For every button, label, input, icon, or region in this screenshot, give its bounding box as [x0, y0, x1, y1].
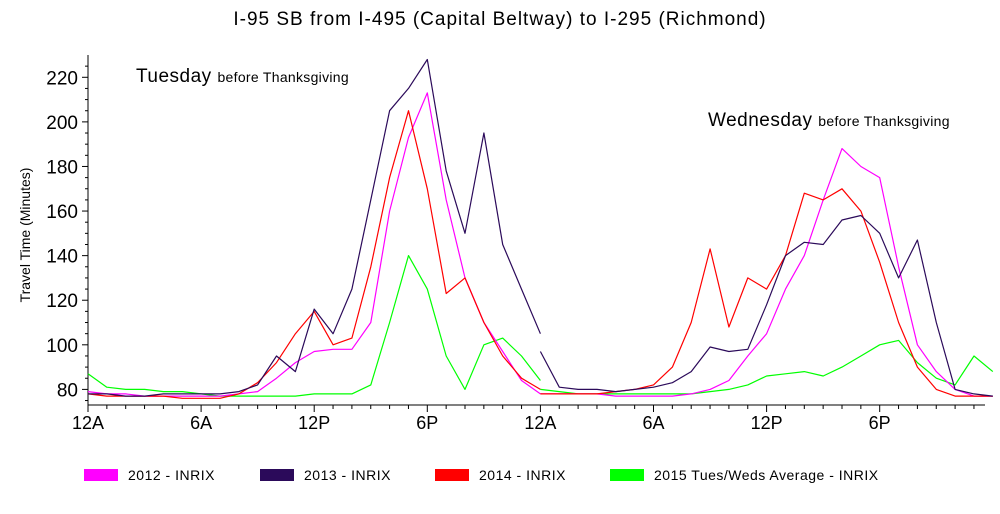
- legend-item-2012: 2012 - INRIX: [84, 462, 215, 488]
- y-tick-label: 220: [46, 68, 78, 89]
- legend-swatch-2015: [610, 469, 644, 481]
- series-line-2013-wednesday: [539, 214, 993, 397]
- legend-label-2012: 2012 - INRIX: [128, 467, 215, 483]
- legend: 2012 - INRIX 2013 - INRIX 2014 - INRIX 2…: [0, 462, 1000, 488]
- y-tick-label: 120: [46, 291, 78, 312]
- legend-label-2014: 2014 - INRIX: [479, 467, 566, 483]
- legend-swatch-2013: [260, 469, 294, 481]
- travel-time-chart: 80 100 120 140 160 180 200 220 12A 6A 12P 6P 12A 6A 12…: [17, 55, 994, 433]
- annotation-tuesday: Tuesday before Thanksgiving: [136, 66, 349, 88]
- annotation-wednesday-small: before Thanksgiving: [818, 113, 950, 129]
- x-tick-label: 12P: [751, 413, 783, 433]
- series-line-2014-wednesday: [540, 188, 993, 397]
- y-tick-label: 180: [46, 157, 78, 178]
- series-line-2015-tuesday: [87, 255, 541, 397]
- x-tick-label: 6A: [642, 413, 664, 433]
- y-tick-label: 100: [46, 336, 78, 357]
- series-line-2015-wednesday: [540, 339, 994, 395]
- y-tick-label: 160: [46, 202, 78, 223]
- legend-item-2014: 2014 - INRIX: [435, 462, 566, 488]
- y-tick-label: 140: [46, 247, 78, 268]
- legend-item-2013: 2013 - INRIX: [260, 462, 391, 488]
- annotation-wednesday-main: Wednesday: [708, 110, 813, 131]
- x-tick-label: 6A: [190, 413, 212, 433]
- annotation-tuesday-small: before Thanksgiving: [217, 69, 349, 85]
- y-tick-label: 80: [57, 380, 78, 401]
- annotation-wednesday: Wednesday before Thanksgiving: [708, 110, 950, 132]
- y-axis-label: Travel Time (Minutes): [17, 168, 33, 303]
- x-tick-label: 12A: [524, 413, 556, 433]
- series-line-2013-tuesday: [88, 58, 541, 397]
- x-tick-label: 12P: [298, 413, 330, 433]
- x-tick-label: 6P: [416, 413, 438, 433]
- series-line-2012-tuesday: [87, 92, 541, 397]
- y-tick-label: 200: [46, 113, 78, 134]
- legend-label-2013: 2013 - INRIX: [304, 467, 391, 483]
- x-tick-label: 6P: [869, 413, 891, 433]
- legend-item-2015: 2015 Tues/Weds Average - INRIX: [610, 462, 879, 488]
- chart-title: I-95 SB from I-495 (Capital Beltway) to …: [233, 9, 767, 30]
- series-line-2012-wednesday: [540, 148, 993, 397]
- x-tick-label: 12A: [72, 413, 104, 433]
- legend-swatch-2014: [435, 469, 469, 481]
- annotation-tuesday-main: Tuesday: [136, 66, 212, 87]
- legend-swatch-2012: [84, 469, 118, 481]
- legend-label-2015: 2015 Tues/Weds Average - INRIX: [654, 467, 879, 483]
- series-line-2014-tuesday: [87, 110, 541, 399]
